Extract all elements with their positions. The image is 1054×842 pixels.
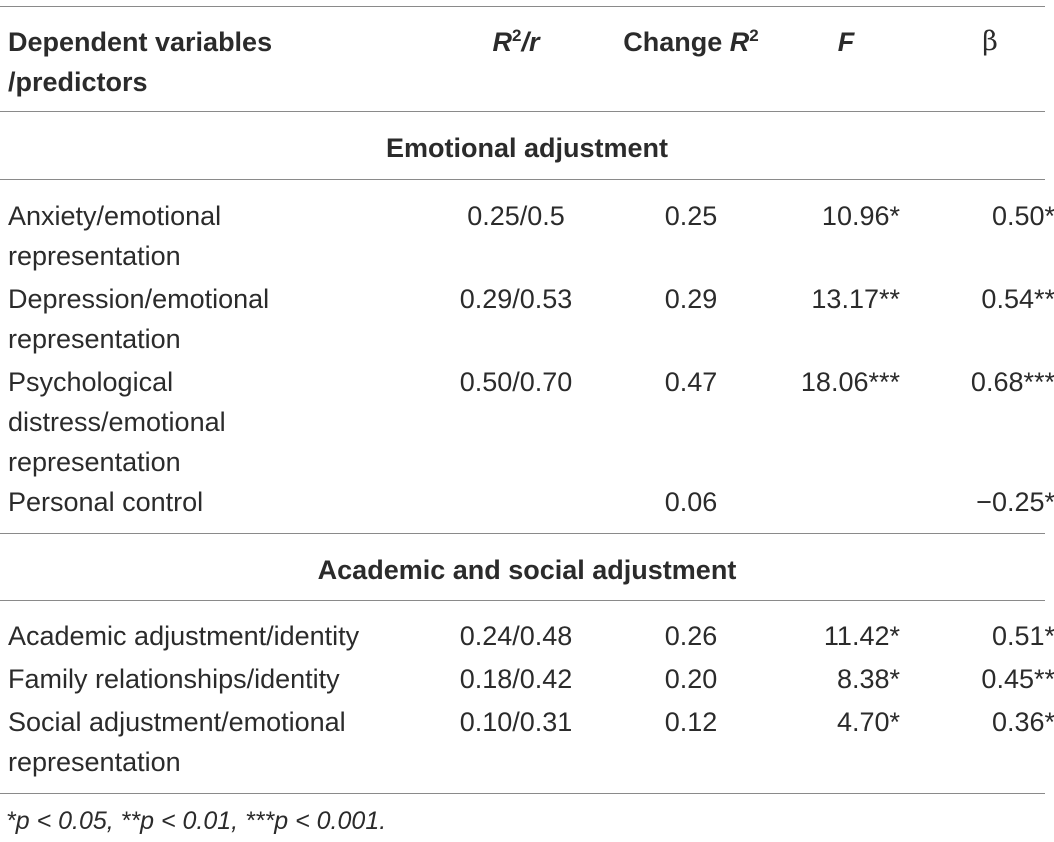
cell-beta: 0.51*	[991, 621, 1054, 651]
section-rule	[0, 179, 1045, 180]
row-label-line: Academic adjustment/identity	[8, 621, 360, 651]
row-label: Academic adjustment/identity	[8, 616, 359, 656]
cell-beta: 0.50*	[991, 201, 1054, 231]
row-label-line: Personal control	[8, 487, 204, 517]
cell-f: 10.96*	[821, 201, 900, 231]
cell-f: 11.42*	[823, 621, 900, 651]
cell-r2r: 0.10/0.31	[459, 707, 573, 737]
row-label-line: representation	[8, 241, 181, 271]
header-r2r-r: R	[492, 27, 513, 57]
header-r2r: R2/r	[431, 22, 601, 62]
row-label-line: representation	[8, 447, 181, 477]
cell-r2r: 0.25/0.5	[467, 201, 565, 231]
cell-change: 0.12	[664, 707, 718, 737]
row-label-line: Anxiety/emotional	[8, 201, 222, 231]
section-title: Emotional adjustment	[385, 133, 669, 163]
row-label-line: distress/emotional	[8, 407, 226, 437]
row-label-line: representation	[8, 324, 181, 354]
header-bottom-rule	[0, 111, 1045, 112]
cell-change: 0.20	[664, 664, 718, 694]
cell-change: 0.06	[664, 487, 718, 517]
row-label-line: Social adjustment/emotional	[8, 707, 346, 737]
row-label-line: Family relationships/identity	[8, 664, 340, 694]
footnote: *p < 0.05, **p < 0.01, ***p < 0.001.	[6, 807, 387, 835]
header-change-r: R	[729, 27, 750, 57]
table-bottom-rule	[0, 793, 1045, 794]
row-label-line: representation	[8, 747, 181, 777]
cell-change: 0.25	[664, 201, 718, 231]
row-label: Depression/emotional representation	[8, 279, 269, 359]
row-label: Family relationships/identity	[8, 659, 340, 699]
cell-r2r: 0.50/0.70	[459, 367, 573, 397]
section-title: Academic and social adjustment	[317, 555, 737, 585]
header-change-prefix: Change	[623, 27, 730, 57]
table-top-rule	[0, 6, 1045, 7]
cell-r2r: 0.29/0.53	[459, 284, 573, 314]
cell-beta: 0.45**	[981, 664, 1054, 694]
cell-beta: 0.68***	[970, 367, 1054, 397]
header-r2r-exp: 2	[512, 26, 522, 45]
row-label: Psychological distress/emotional represent…	[8, 362, 226, 482]
cell-beta: −0.25*	[976, 487, 1054, 517]
header-change-exp: 2	[749, 26, 759, 45]
cell-r2r: 0.18/0.42	[459, 664, 573, 694]
cell-beta: 0.54**	[981, 284, 1054, 314]
cell-beta: 0.36*	[991, 707, 1054, 737]
row-label-line: Depression/emotional	[8, 284, 270, 314]
row-label: Social adjustment/emotional representatio…	[8, 702, 346, 782]
cell-change: 0.26	[664, 621, 718, 651]
cell-change: 0.47	[664, 367, 718, 397]
row-label-line: Psychological	[8, 367, 174, 397]
header-line-1: Dependent variables	[8, 27, 273, 57]
cell-f: 18.06***	[800, 367, 900, 397]
cell-change: 0.29	[664, 284, 718, 314]
header-line-2: /predictors	[8, 67, 148, 97]
cell-r2r: 0.24/0.48	[459, 621, 573, 651]
header-r2r-tail: /r	[521, 27, 540, 57]
row-label: Personal control	[8, 482, 203, 522]
row-label: Anxiety/emotional representation	[8, 196, 221, 276]
header-dependent-variables: Dependent variables /predictors	[8, 22, 272, 102]
section-bottom-rule	[0, 533, 1045, 534]
cell-f: 13.17**	[811, 284, 900, 314]
cell-f: 4.70*	[836, 707, 900, 737]
header-beta: β	[982, 26, 998, 57]
header-change-r2: Change R2	[586, 22, 796, 62]
section-rule	[0, 600, 1045, 601]
header-f: F	[837, 27, 855, 57]
cell-f: 8.38*	[836, 664, 900, 694]
